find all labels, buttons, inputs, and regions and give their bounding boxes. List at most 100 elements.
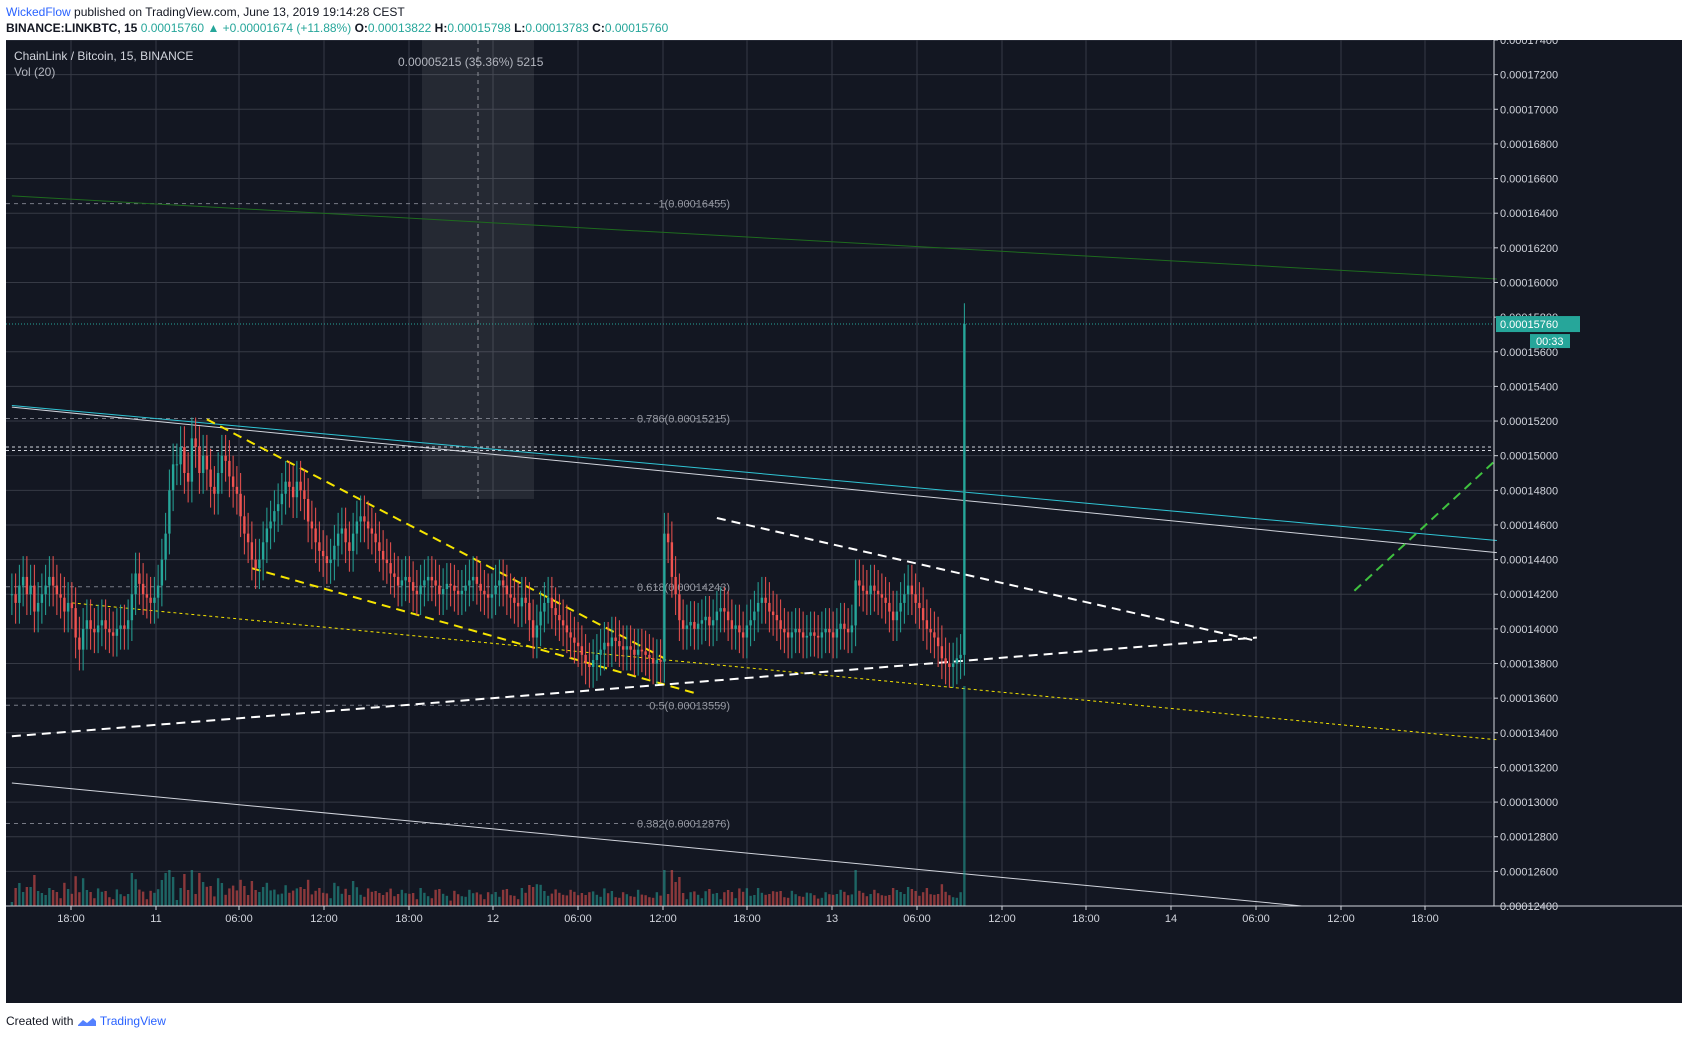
volume-bar [678,877,681,906]
volume-bar [610,891,614,906]
candle-body [419,585,422,595]
candle-body [340,528,344,534]
volume-bar [228,888,231,906]
volume-bar [423,892,426,906]
volume-bar [333,882,336,906]
volume-bar [381,895,385,906]
candle-body [111,632,115,636]
volume-bar [400,889,404,906]
measure-label: 0.00005215 (35.36%) 5215 [398,55,544,69]
volume-bar [921,892,925,906]
candle-body [130,594,134,621]
price-tick-label: 0.00013600 [1500,693,1558,705]
volume-bar [693,891,696,906]
volume-bar [355,887,359,906]
volume-bar [303,889,306,906]
candle-body [760,597,764,603]
volume-bar [621,892,625,906]
volume-bar [246,895,250,906]
candle-body [314,528,317,543]
price-tick-label: 0.00015600 [1500,347,1558,359]
candle-body [546,597,550,603]
volume-bar [411,893,415,906]
price-tick-label: 0.00013000 [1500,797,1558,809]
candle-body [318,542,321,551]
volume-bar [456,894,460,906]
tradingview-brand-link[interactable]: TradingView [99,1014,166,1028]
volume-bar [404,893,407,906]
candle-body [10,594,14,596]
candle-body [389,563,392,574]
candle-body [486,594,490,598]
candle-body [711,620,715,626]
volume-bar [659,895,662,906]
candle-body [40,594,44,603]
candlestick-chart[interactable]: 0.00005215 (35.36%) 5215 1(0.00016455) 0.7… [6,40,1682,1003]
volume-bar [164,873,167,906]
volume-bar [426,896,430,906]
volume-bar [201,882,205,906]
volume-bar [708,889,711,906]
chart-panel[interactable]: 0.00005215 (35.36%) 5215 1(0.00016455) 0.7… [6,40,1682,1003]
volume-bar [629,896,632,906]
volume-bar [231,885,235,906]
candle-body [505,585,509,595]
high-value: 0.00015798 [447,21,511,35]
volume-bar [156,889,160,906]
fib-level-label: 0.618(0.00014243) [637,582,730,594]
volume-bar [880,895,884,906]
volume-bar [321,892,325,906]
volume-bar [168,870,171,906]
candle-body [685,625,689,629]
volume-bar [265,882,269,906]
volume-bar [891,888,895,906]
volume-bar [745,888,749,906]
volume-bar [670,870,674,906]
candle-body [359,516,362,522]
volume-bar [295,888,299,906]
candle-body [501,580,505,586]
candle-body [179,447,182,465]
high-label: H: [434,21,448,35]
author-link[interactable]: WickedFlow [6,5,71,19]
volume-bar [389,888,392,906]
candle-body [145,594,149,598]
volume-bar [96,888,100,906]
volume-bar [820,897,824,906]
candle-body [858,580,861,586]
volume-bar [269,890,272,906]
candle-body [576,642,580,647]
volume-bar [18,883,21,906]
volume-bar [468,889,471,906]
candle-body [809,632,812,636]
candle-body [933,632,936,638]
volume-bar [790,890,794,906]
candle-body [948,663,951,667]
volume-bar [36,891,40,906]
volume-bar [314,890,317,906]
price-tick-label: 0.00012800 [1500,832,1558,844]
created-with-text: Created with [6,1014,74,1028]
volume-bar [479,894,482,906]
volume-bar [366,888,370,906]
candle-body [70,602,74,609]
candle-body [708,616,711,626]
volume-bar [959,892,962,906]
candle-body [749,620,752,626]
volume-bar [633,896,636,906]
candle-body [573,637,576,643]
candle-body [258,559,261,569]
volume-bar [396,894,400,906]
price-tick-label: 0.00017200 [1500,70,1558,82]
candle-body [36,602,40,612]
candle-body [59,594,62,598]
volume-bar [936,894,940,906]
volume-bar [700,898,704,906]
volume-bar [359,894,362,906]
volume-bar [906,887,910,906]
volume-bar [760,892,764,906]
candle-body [299,481,302,491]
candle-body [955,658,959,664]
candle-body [44,585,47,595]
candle-body [156,585,160,598]
